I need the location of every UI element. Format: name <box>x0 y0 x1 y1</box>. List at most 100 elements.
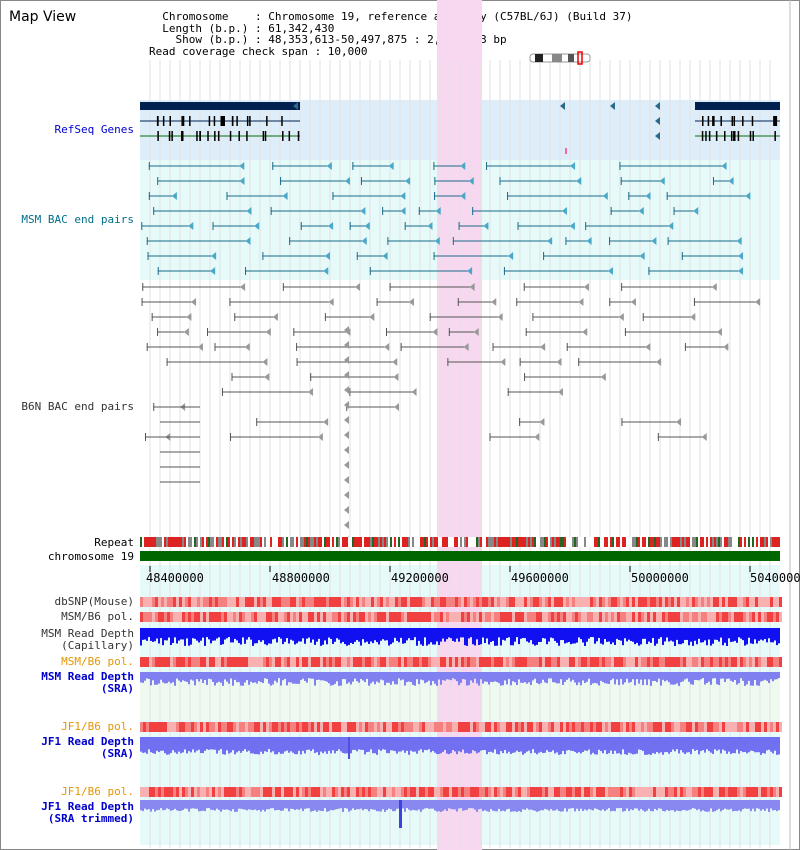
msm-b6-pol-heat <box>350 612 353 622</box>
jf1-b6-pol-trim-heat <box>389 787 392 797</box>
msm-b6-pol-sra-heat <box>191 657 194 667</box>
msm-depth-sra-bar <box>566 672 568 680</box>
msm-depth-capillary-bar <box>624 628 626 639</box>
dbsnp-heat <box>152 597 155 607</box>
msm-depth-capillary-bar <box>320 628 322 646</box>
msm-b6-pol-sra-heat <box>347 657 350 667</box>
msm-bac-arrow <box>405 177 411 185</box>
msm-depth-sra-bar <box>522 672 524 683</box>
jf1-depth-trimmed-bar <box>412 800 414 810</box>
jf1-depth-sra-bar <box>394 737 396 752</box>
dbsnp-heat <box>326 597 329 607</box>
dbsnp-heat <box>494 597 497 607</box>
msm-depth-sra-bar <box>234 672 236 680</box>
jf1-b6-pol-trim-heat <box>767 787 770 797</box>
repeat-segment <box>556 537 558 547</box>
repeat-segment <box>628 537 630 547</box>
jf1-b6-pol-trim-heat <box>299 787 302 797</box>
jf1-b6-pol-trim-heat <box>434 787 437 797</box>
jf1-b6-pol-trim-label[interactable]: JF1/B6 pol. <box>61 785 134 798</box>
jf1-depth-trimmed-bar <box>286 800 288 809</box>
jf1-b6-pol-heat <box>674 722 677 732</box>
b6n-bac-label[interactable]: B6N BAC end pairs <box>21 400 134 413</box>
msm-depth-sra-bar <box>614 672 616 685</box>
msm-depth-sra-bar <box>572 672 574 680</box>
jf1-depth-trimmed-bar <box>702 800 704 811</box>
jf1-depth-trimmed-bar <box>614 800 616 812</box>
jf1-depth-sra-bar <box>616 737 618 754</box>
repeat-segment <box>618 537 620 547</box>
msm-depth-sra-bar <box>164 672 166 684</box>
jf1-depth-sra-bar <box>430 737 432 753</box>
msm-depth-capillary-bar <box>254 628 256 644</box>
jf1-depth-trimmed-bar <box>188 800 190 812</box>
jf1-depth-sra-label[interactable]: JF1 Read Depth (SRA) <box>41 736 134 760</box>
repeat-segment <box>208 537 210 547</box>
jf1-depth-trimmed-bar <box>528 800 530 810</box>
msm-bac-arrow <box>570 162 576 170</box>
jf1-depth-trimmed-bar <box>158 800 160 810</box>
jf1-depth-trimmed-label[interactable]: JF1 Read Depth (SRA trimmed) <box>41 801 134 825</box>
msm-depth-sra-bar <box>480 672 482 680</box>
dbsnp-heat <box>485 597 488 607</box>
msm-depth-capillary-bar <box>418 628 420 641</box>
jf1-depth-trimmed-bar <box>516 800 518 812</box>
repeat-segment <box>188 537 190 547</box>
msm-b6-pol-label[interactable]: MSM/B6 pol. <box>61 610 134 623</box>
msm-b6-pol-sra-label[interactable]: MSM/B6 pol. <box>61 655 134 668</box>
msm-depth-sra-bar <box>490 672 492 682</box>
msm-depth-sra-bar <box>142 672 144 683</box>
repeat-segment <box>656 537 658 547</box>
repeat-segment <box>770 537 772 547</box>
msm-depth-sra-bar <box>488 672 490 685</box>
msm-b6-pol-heat <box>749 612 752 622</box>
jf1-b6-pol-trim-heat <box>617 787 620 797</box>
dbsnp-heat <box>569 597 572 607</box>
msm-b6-pol-heat <box>671 612 674 622</box>
dbsnp-label[interactable]: dbSNP(Mouse) <box>54 595 134 608</box>
msm-depth-capillary-label[interactable]: MSM Read Depth (Capillary) <box>41 628 134 652</box>
msm-depth-sra-bar <box>686 672 688 679</box>
refseq-genes-label[interactable]: RefSeq Genes <box>54 123 134 136</box>
jf1-depth-sra-bar <box>720 737 722 754</box>
repeat-segment <box>470 537 472 547</box>
jf1-b6-pol-heat <box>668 722 671 732</box>
msm-b6-pol-heat <box>230 612 233 622</box>
msm-depth-capillary-bar <box>710 628 712 646</box>
msm-depth-capillary-bar <box>674 628 676 646</box>
msm-depth-capillary-bar <box>362 628 364 640</box>
jf1-b6-pol-heat <box>737 722 740 732</box>
msm-depth-sra-bar <box>742 672 744 681</box>
msm-depth-sra-bar <box>636 672 638 680</box>
msm-depth-sra-bar <box>738 672 740 684</box>
msm-b6-pol-sra-heat <box>209 657 212 667</box>
dbsnp-heat <box>275 597 278 607</box>
jf1-b6-pol-heat <box>344 722 347 732</box>
msm-depth-capillary-bar <box>644 628 646 639</box>
refseq-exon <box>246 116 249 126</box>
jf1-depth-trimmed-bar <box>404 800 406 812</box>
msm-depth-capillary-bar <box>368 628 370 644</box>
jf1-depth-trimmed-bar <box>548 800 550 811</box>
msm-b6-pol-heat <box>560 612 563 622</box>
jf1-depth-trimmed-bar <box>566 800 568 812</box>
msm-depth-capillary-bar <box>556 628 558 643</box>
msm-depth-sra-bar <box>188 672 190 685</box>
msm-depth-sra-bar <box>272 672 274 685</box>
jf1-depth-trimmed-bar <box>750 800 752 812</box>
jf1-b6-pol-label[interactable]: JF1/B6 pol. <box>61 720 134 733</box>
jf1-b6-pol-heat <box>365 722 368 732</box>
jf1-b6-pol-heat <box>704 722 707 732</box>
msm-depth-capillary-bar <box>296 628 298 644</box>
msm-depth-sra-bar <box>160 672 162 680</box>
msm-b6-pol-sra-heat <box>662 657 665 667</box>
msm-bac-arrow <box>736 237 742 245</box>
msm-depth-sra-label[interactable]: MSM Read Depth (SRA) <box>41 671 134 695</box>
msm-bac-label[interactable]: MSM BAC end pairs <box>21 213 134 226</box>
jf1-b6-pol-heat <box>185 722 188 732</box>
msm-b6-pol-heat <box>521 612 524 622</box>
msm-b6-pol-sra-heat <box>638 657 641 667</box>
jf1-depth-sra-bar <box>654 737 656 754</box>
msm-depth-sra-bar <box>472 672 474 683</box>
